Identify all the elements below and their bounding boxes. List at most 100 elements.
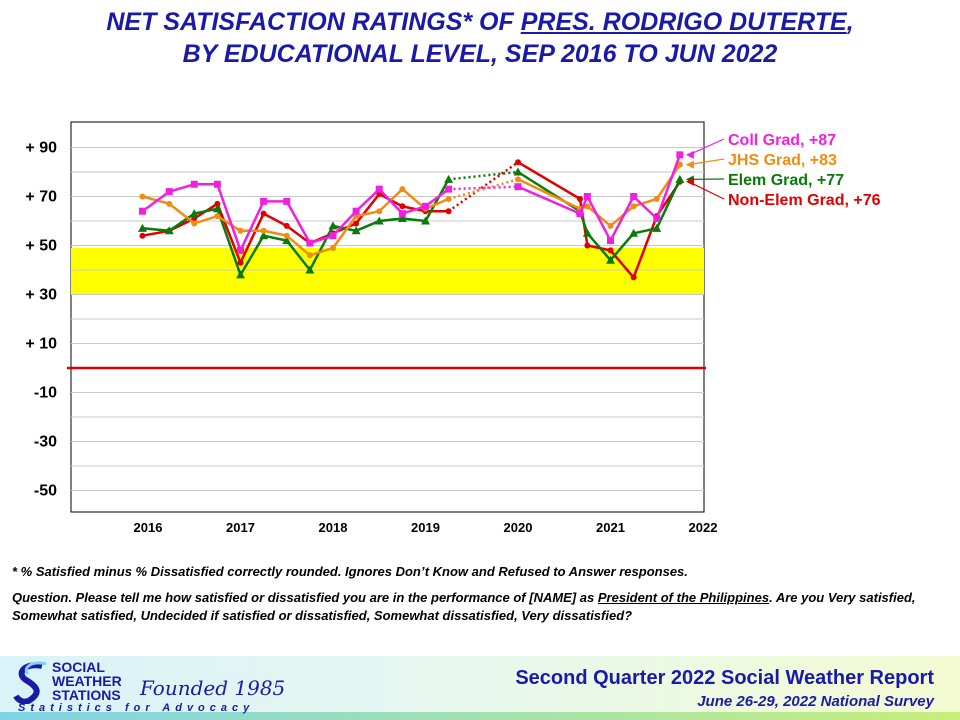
y-tick-label: -50 (34, 483, 57, 500)
series-gap-line (448, 178, 519, 201)
label-arrowhead (685, 150, 694, 159)
data-point (190, 180, 198, 188)
series-line (142, 192, 449, 266)
data-point (166, 200, 173, 207)
data-point (137, 223, 147, 232)
sws-logo-icon (13, 661, 47, 704)
data-point (282, 236, 292, 245)
data-point (576, 195, 583, 202)
data-point (374, 216, 384, 225)
series-gap-line (448, 185, 519, 191)
data-point (445, 185, 453, 193)
data-point (352, 207, 360, 215)
chart-title: NET SATISFACTION RATINGS* OF PRES. RODRI… (0, 6, 960, 70)
y-tick-label: -30 (34, 434, 57, 451)
data-point (444, 174, 454, 183)
data-point (397, 214, 407, 223)
title-comma: , (846, 8, 854, 36)
data-point (351, 226, 361, 235)
data-point (653, 195, 660, 202)
data-point (214, 213, 221, 220)
series-gap-line (447, 161, 519, 213)
data-point (584, 203, 591, 210)
data-point (306, 239, 314, 247)
data-point (421, 216, 430, 225)
x-tick-label: 2016 (134, 520, 163, 535)
data-point (283, 232, 290, 239)
series-line (141, 183, 450, 254)
data-point (283, 197, 291, 205)
y-tick-label: + 30 (25, 287, 57, 304)
title-prefix: NET SATISFACTION RATINGS* OF (106, 8, 521, 36)
footer-stripe (0, 712, 960, 720)
data-point (445, 195, 452, 202)
logo-line-2: WEATHER (52, 673, 122, 689)
question-text: Question. Please tell me how satisfied o… (12, 590, 598, 605)
data-point (422, 202, 429, 210)
data-point (236, 270, 245, 279)
data-point (139, 193, 146, 200)
data-point (164, 226, 174, 235)
question-text-end: . Are you Very satisfied, Somewhat satis… (12, 590, 916, 623)
title-line-1: NET SATISFACTION RATINGS* OF PRES. RODRI… (0, 6, 960, 38)
series-gap-line (448, 170, 519, 181)
y-tick-label: + 10 (25, 336, 57, 353)
line-chart: + 90 + 70 + 50 + 30 + 10 -10 -30 -50 2016 2017 201… (25, 121, 881, 535)
series-end-label: Elem Grad, +77 (728, 172, 844, 189)
data-point (582, 228, 592, 237)
label-arrow (688, 138, 725, 156)
series-end-label: Non-Elem Grad, +76 (728, 192, 881, 209)
series-end-label: JHS Grad, +83 (728, 152, 837, 169)
data-point (652, 223, 662, 232)
data-point (676, 161, 683, 168)
data-point (513, 167, 523, 176)
x-tick-label: 2019 (411, 520, 440, 535)
data-point (607, 237, 614, 245)
data-point (629, 228, 639, 237)
data-point (260, 197, 268, 205)
founded-text: Founded 1985 (140, 676, 286, 700)
series-line (142, 178, 450, 278)
data-point (330, 244, 336, 251)
x-tick-label: 2017 (226, 520, 255, 535)
data-point (514, 183, 522, 191)
plot-area (70, 121, 705, 513)
logo-line-1: SOCIAL (52, 659, 105, 675)
data-point (399, 186, 406, 193)
y-tick-label: + 70 (25, 189, 57, 206)
survey-question: Question. Please tell me how satisfied o… (12, 589, 942, 625)
data-point (329, 232, 337, 240)
data-point (237, 246, 244, 254)
logo-tagline: Statistics for Advocacy (18, 702, 255, 714)
data-point (607, 247, 614, 254)
data-point (630, 203, 637, 210)
data-point (675, 174, 685, 183)
title-line-2: BY EDUCATIONAL LEVEL, SEP 2016 TO JUN 20… (182, 40, 778, 68)
x-tick-label: 2021 (596, 520, 625, 535)
band-30-49 (71, 247, 704, 295)
data-point (676, 151, 684, 159)
data-point (283, 222, 290, 229)
x-tick-label: 2022 (689, 520, 718, 535)
data-point (376, 208, 383, 215)
data-point (576, 210, 584, 218)
data-point (328, 221, 338, 230)
title-president-name: PRES. RODRIGO DUTERTE (520, 8, 847, 36)
data-point (237, 259, 244, 266)
data-point (191, 220, 198, 227)
question-underlined: President of the Philippines (597, 590, 770, 605)
data-point (213, 180, 221, 188)
data-point (139, 232, 146, 239)
data-point (214, 200, 221, 207)
data-point (306, 252, 313, 259)
data-point (584, 242, 591, 249)
y-tick-label: + 90 (25, 140, 57, 157)
data-point (398, 210, 406, 218)
footnote: * % Satisfied minus % Dissatisfied corre… (12, 564, 688, 579)
x-tick-label: 2018 (319, 520, 348, 535)
data-point (515, 176, 521, 183)
label-arrowhead (685, 177, 694, 186)
y-tick-label: -10 (34, 385, 57, 402)
data-point (305, 265, 315, 274)
data-point (583, 193, 591, 200)
